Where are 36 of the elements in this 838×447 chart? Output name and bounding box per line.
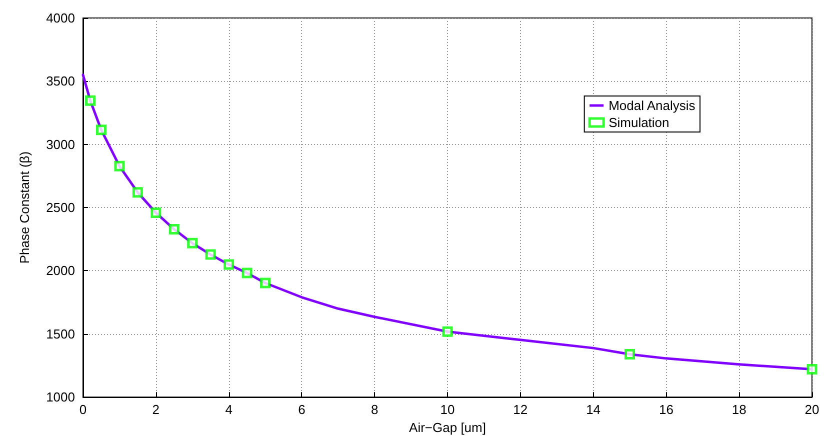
point (150, 207, 162, 218)
point (114, 160, 125, 172)
point (168, 224, 180, 235)
y-axis-title: Phase Constant (β) (17, 151, 32, 264)
x-tick-label: 6 (298, 402, 306, 418)
x-tick-label: 2 (152, 402, 160, 418)
point (132, 187, 143, 198)
point (205, 249, 216, 260)
point (187, 238, 198, 248)
x-tick-label: 8 (370, 402, 378, 418)
point (442, 326, 453, 337)
y-tick-label: 1000 (46, 390, 75, 405)
point (260, 278, 270, 288)
legend-label: Simulation (608, 115, 670, 130)
x-axis-title: Air−Gap [um] (409, 420, 486, 435)
point (85, 95, 96, 106)
y-tick-label: 3500 (46, 74, 75, 89)
point (242, 268, 252, 278)
x-tick-label: 20 (804, 402, 820, 418)
point (806, 364, 818, 375)
x-tick-label: 14 (586, 402, 601, 418)
point (96, 124, 106, 136)
y-tick-label: 2000 (46, 263, 75, 278)
y-tick-label: 2500 (46, 200, 75, 216)
legend-label: Modal Analysis (608, 98, 696, 113)
y-tick-label: 1500 (46, 326, 75, 342)
x-tick-label: 18 (732, 402, 746, 418)
y-tick-label: 3000 (46, 136, 75, 152)
x-tick-label: 4 (225, 402, 232, 418)
x-tick-label: 0 (79, 402, 87, 418)
x-tick-label: 12 (513, 402, 528, 418)
y-tick-label: 4000 (46, 10, 75, 26)
x-tick-label: 10 (440, 402, 455, 418)
point (224, 259, 234, 270)
x-tick-label: 16 (658, 402, 674, 418)
point (624, 349, 635, 360)
